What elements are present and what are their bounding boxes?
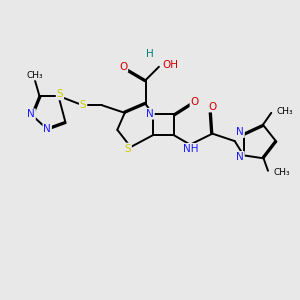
Text: S: S bbox=[124, 143, 131, 154]
Text: NH: NH bbox=[183, 144, 199, 154]
Text: CH₃: CH₃ bbox=[27, 70, 43, 80]
Text: S: S bbox=[57, 89, 63, 99]
Text: N: N bbox=[236, 152, 244, 162]
Text: O: O bbox=[190, 98, 199, 107]
Text: H: H bbox=[146, 49, 153, 59]
Text: CH₃: CH₃ bbox=[273, 168, 290, 177]
Text: CH₃: CH₃ bbox=[277, 107, 293, 116]
Text: O: O bbox=[208, 102, 217, 112]
Text: N: N bbox=[43, 124, 51, 134]
Text: N: N bbox=[236, 127, 244, 137]
Text: OH: OH bbox=[163, 60, 178, 70]
Text: O: O bbox=[119, 62, 128, 72]
Text: N: N bbox=[146, 109, 154, 119]
Text: N: N bbox=[27, 109, 35, 119]
Text: S: S bbox=[80, 100, 86, 110]
